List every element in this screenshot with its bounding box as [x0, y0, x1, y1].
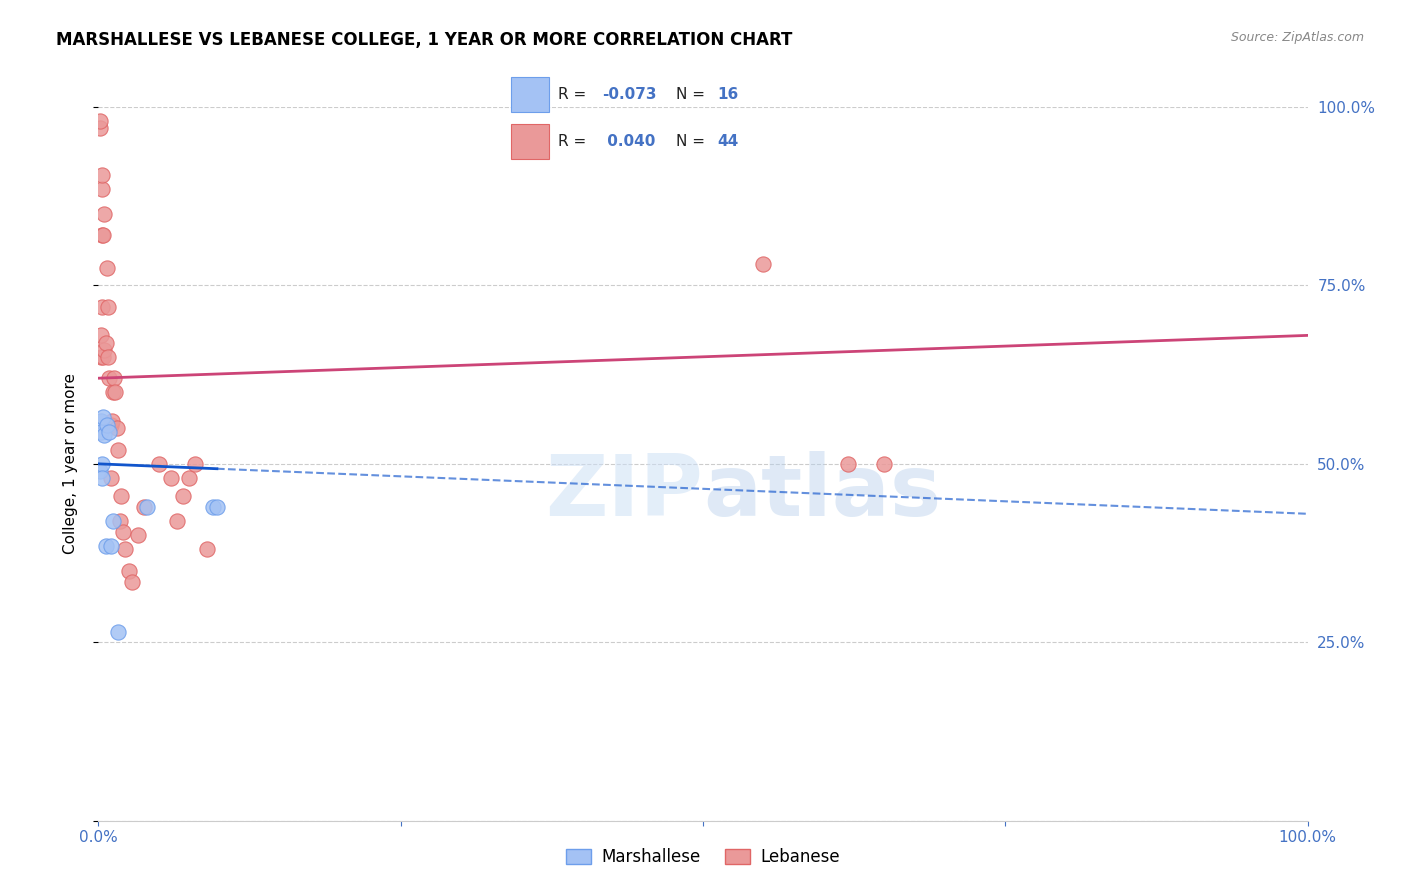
Point [90, 328, 112, 343]
Point [202, 500, 225, 514]
Text: 44: 44 [717, 135, 740, 149]
Point [91, 300, 114, 314]
Point [91, 471, 114, 485]
Bar [510, 124, 550, 159]
Point [100, 539, 122, 553]
Point [107, 624, 129, 639]
Point [172, 489, 194, 503]
Point [105, 421, 128, 435]
Point [101, 514, 124, 528]
Point [94, 335, 117, 350]
Point [114, 542, 136, 557]
Point [160, 471, 183, 485]
Bar [510, 77, 550, 112]
Point [91, 350, 114, 364]
Point [91, 457, 114, 471]
Point [89, 114, 111, 128]
Point [184, 457, 207, 471]
Point [90, 350, 112, 364]
Point [121, 574, 143, 589]
Point [166, 514, 188, 528]
Point [101, 385, 124, 400]
Point [110, 489, 132, 503]
Point [98, 371, 121, 385]
Point [107, 442, 129, 457]
Text: R =: R = [558, 135, 592, 149]
Point [98, 425, 121, 439]
Point [97, 350, 120, 364]
Point [135, 500, 157, 514]
Point [134, 500, 156, 514]
Text: N =: N = [676, 87, 710, 102]
Point [91, 182, 114, 196]
Point [873, 457, 896, 471]
Text: MARSHALLESE VS LEBANESE COLLEGE, 1 YEAR OR MORE CORRELATION CHART: MARSHALLESE VS LEBANESE COLLEGE, 1 YEAR … [56, 31, 793, 49]
Point [96, 260, 118, 275]
Point [91, 410, 114, 425]
Point [100, 414, 122, 428]
Text: 16: 16 [717, 87, 740, 102]
Text: N =: N = [676, 135, 710, 149]
Point [837, 457, 859, 471]
Point [148, 457, 170, 471]
Point [91, 228, 114, 243]
Point [127, 528, 149, 542]
Point [90, 425, 112, 439]
Text: 0.040: 0.040 [603, 135, 655, 149]
Point [94, 539, 117, 553]
Text: R =: R = [558, 87, 592, 102]
Point [93, 207, 115, 221]
Point [91, 168, 114, 182]
Point [90, 414, 112, 428]
Legend: Marshallese, Lebanese: Marshallese, Lebanese [560, 842, 846, 873]
Point [108, 514, 131, 528]
Point [111, 524, 134, 539]
Point [96, 417, 118, 432]
Point [89, 464, 111, 478]
Point [752, 257, 775, 271]
Point [100, 417, 122, 432]
Point [93, 343, 115, 357]
Point [89, 121, 111, 136]
Point [195, 542, 218, 557]
Point [91, 228, 114, 243]
Text: ZIP: ZIP [546, 450, 703, 534]
Y-axis label: College, 1 year or more: College, 1 year or more [63, 374, 77, 554]
Text: -0.073: -0.073 [603, 87, 657, 102]
Point [97, 300, 120, 314]
Text: atlas: atlas [703, 450, 941, 534]
Text: Source: ZipAtlas.com: Source: ZipAtlas.com [1230, 31, 1364, 45]
Point [118, 564, 141, 578]
Point [100, 471, 122, 485]
Point [103, 371, 125, 385]
Point [104, 385, 127, 400]
Point [179, 471, 201, 485]
Point [93, 428, 115, 442]
Point [205, 500, 228, 514]
